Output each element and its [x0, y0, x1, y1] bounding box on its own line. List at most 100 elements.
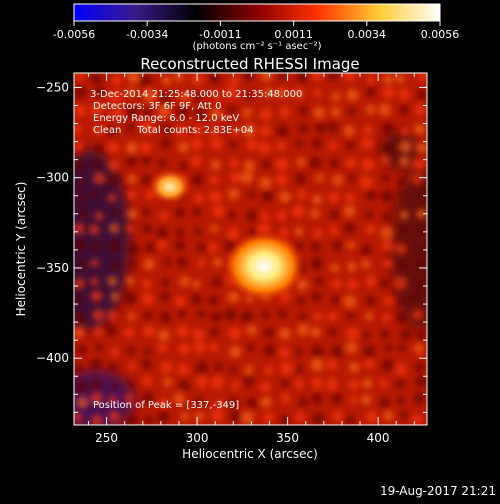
ripple-texture — [363, 124, 374, 135]
ripple-texture — [347, 174, 356, 183]
ripple-texture — [296, 296, 306, 306]
ripple-texture — [229, 410, 243, 423]
ripple-texture — [311, 393, 323, 405]
ripple-texture — [227, 210, 236, 220]
ripple-texture — [108, 410, 120, 422]
ripple-texture — [176, 325, 189, 338]
ripple-texture — [364, 312, 374, 321]
ripple-texture — [279, 347, 290, 358]
ripple-texture — [231, 380, 240, 390]
y-axis-label: Heliocentric Y (arcsec) — [14, 182, 28, 317]
ripple-texture — [190, 155, 202, 167]
ripple-texture — [400, 225, 409, 234]
ripple-texture — [108, 395, 118, 405]
ripple-texture — [399, 140, 412, 153]
ripple-texture — [314, 276, 324, 287]
ripple-texture — [275, 157, 289, 171]
colorbar-tick-label: -0.0056 — [53, 28, 95, 41]
ripple-texture — [90, 392, 103, 405]
ripple-texture — [75, 178, 85, 188]
ripple-texture — [176, 256, 188, 268]
ripple-texture — [261, 160, 271, 170]
ripple-texture — [327, 312, 338, 322]
y-tick-label: −400 — [36, 351, 69, 365]
ripple-texture — [383, 295, 394, 307]
peak-source — [222, 230, 307, 303]
ripple-texture — [155, 226, 169, 239]
ripple-texture — [298, 105, 309, 115]
ripple-texture — [378, 103, 391, 116]
ripple-texture — [330, 263, 340, 273]
ripple-texture — [160, 361, 173, 374]
ripple-texture — [365, 87, 376, 98]
ripple-texture — [414, 279, 426, 291]
ripple-texture — [125, 123, 135, 133]
ripple-texture — [94, 143, 104, 154]
ripple-texture — [246, 397, 258, 409]
ripple-texture — [312, 194, 322, 205]
ripple-texture — [143, 89, 156, 102]
ripple-texture — [345, 341, 358, 354]
ripple-texture — [90, 103, 104, 117]
ripple-texture — [94, 124, 105, 135]
ripple-texture — [90, 190, 99, 199]
ripple-texture — [208, 243, 218, 253]
ripple-texture — [260, 211, 270, 221]
colorbar-tick-label: -0.0011 — [199, 28, 241, 41]
ripple-texture — [192, 328, 205, 341]
ripple-texture — [174, 124, 187, 137]
ripple-texture — [295, 139, 304, 148]
ripple-texture — [75, 73, 85, 81]
ripple-texture — [276, 140, 286, 151]
annotation-peak-position: Position of Peak = [337,-349] — [93, 400, 239, 411]
ripple-texture — [74, 86, 87, 99]
ripple-texture — [123, 393, 134, 404]
ripple-texture — [349, 395, 358, 404]
ripple-texture — [141, 207, 151, 217]
ripple-texture — [328, 192, 340, 203]
ripple-texture — [362, 330, 371, 340]
ripple-texture — [231, 127, 240, 136]
ripple-texture — [393, 276, 407, 290]
ripple-texture — [411, 174, 423, 185]
ripple-texture — [195, 376, 208, 388]
ripple-texture — [345, 193, 356, 204]
ripple-texture — [107, 310, 118, 321]
ripple-texture — [141, 155, 152, 166]
ripple-texture — [107, 141, 120, 154]
ripple-texture — [128, 260, 138, 269]
ripple-texture — [78, 209, 88, 219]
ripple-texture — [381, 174, 390, 183]
ripple-texture — [161, 278, 170, 287]
ripple-texture — [192, 92, 202, 102]
ripple-texture — [247, 190, 256, 199]
ripple-texture — [227, 397, 240, 409]
ripple-texture — [126, 189, 137, 200]
ripple-texture — [125, 106, 139, 119]
ripple-texture — [213, 91, 222, 101]
ripple-texture — [191, 293, 203, 306]
ripple-texture — [260, 381, 271, 393]
ripple-texture — [382, 142, 395, 155]
ripple-texture — [230, 171, 242, 184]
ripple-texture — [280, 378, 290, 387]
ripple-texture — [75, 379, 89, 393]
ripple-texture — [332, 279, 342, 289]
ripple-texture — [380, 189, 394, 203]
ripple-texture — [226, 227, 240, 240]
dark-region — [390, 170, 427, 330]
ripple-texture — [416, 245, 427, 256]
ripple-texture — [259, 124, 272, 137]
ripple-texture — [124, 328, 134, 338]
ripple-texture — [315, 122, 327, 134]
ripple-texture — [311, 377, 323, 389]
ripple-texture — [229, 345, 242, 358]
ripple-texture — [125, 87, 135, 98]
ripple-texture — [94, 211, 104, 221]
ripple-texture — [90, 73, 103, 85]
ripple-texture — [361, 259, 371, 269]
ripple-texture — [177, 141, 189, 153]
ripple-texture — [415, 258, 425, 267]
ripple-texture — [110, 292, 119, 301]
ripple-texture — [158, 397, 169, 408]
